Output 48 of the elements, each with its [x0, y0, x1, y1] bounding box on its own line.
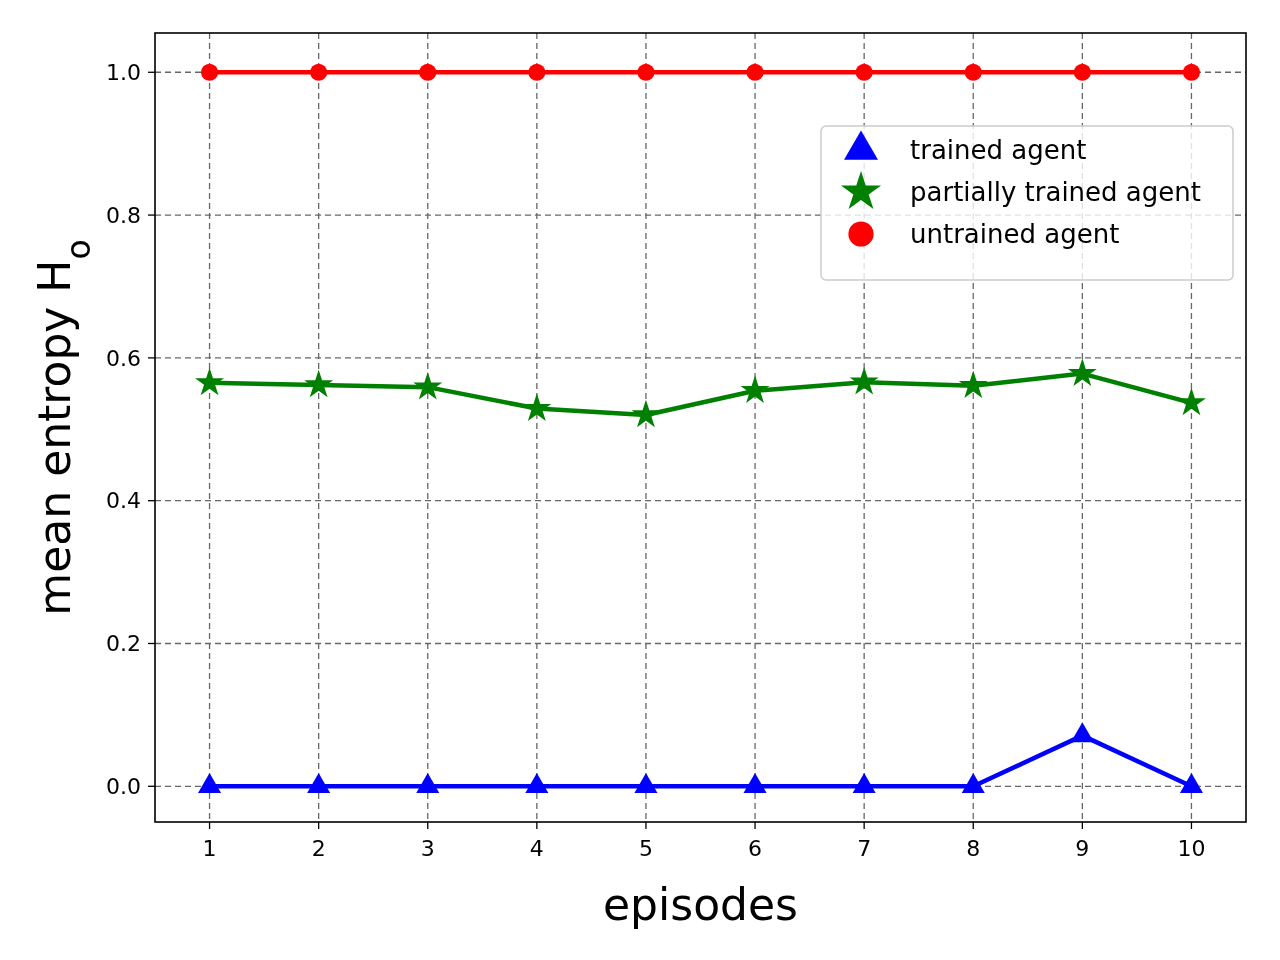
point [958, 370, 988, 399]
x-tick-label: 4 [529, 836, 544, 861]
point [200, 63, 219, 81]
point [198, 772, 222, 793]
point [746, 63, 764, 81]
point [525, 772, 549, 793]
point [1179, 772, 1203, 793]
point [740, 375, 770, 404]
point [310, 63, 328, 81]
point [416, 772, 440, 793]
x-tick-label: 8 [966, 836, 981, 861]
y-tick-label: 0.6 [106, 345, 141, 371]
y-tick-label: 0.8 [106, 202, 141, 228]
x-tick-label: 7 [857, 836, 872, 861]
y-tick-label: 0.2 [106, 631, 141, 657]
point [419, 63, 437, 81]
point [304, 369, 334, 398]
point [743, 772, 767, 793]
point [855, 63, 873, 81]
point [1073, 63, 1091, 81]
x-tick-label: 9 [1075, 836, 1090, 861]
legend-label: untrained agent [910, 219, 1120, 250]
point [852, 772, 876, 793]
x-tick-label: 3 [420, 836, 435, 861]
x-tick-label: 5 [638, 836, 653, 861]
point [964, 63, 982, 81]
point [307, 772, 331, 793]
x-tick-label: 1 [202, 836, 217, 861]
legend-label: partially trained agent [910, 177, 1201, 208]
y-tick-label: 0.4 [106, 488, 141, 514]
point [849, 366, 879, 395]
point [1070, 722, 1094, 743]
x-tick-label: 10 [1177, 836, 1206, 861]
point [631, 399, 661, 428]
point [413, 371, 443, 400]
legend-label: trained agent [910, 135, 1087, 166]
point [528, 63, 546, 81]
point [961, 772, 985, 793]
point [634, 772, 658, 793]
x-tick-label: 6 [748, 836, 763, 861]
point [195, 367, 225, 396]
x-axis-title: episodes [603, 879, 798, 930]
y-tick-label: 1.0 [106, 59, 141, 85]
point [1067, 358, 1097, 386]
x-tick-label: 2 [311, 836, 326, 861]
y-tick-label: 0.0 [106, 774, 141, 799]
point [637, 63, 655, 81]
point [1182, 63, 1201, 81]
